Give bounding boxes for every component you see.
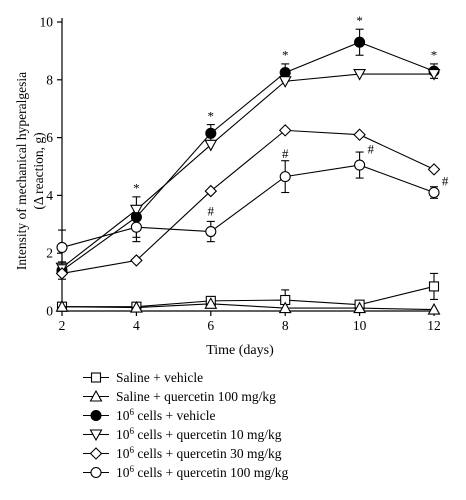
series-layer [55,28,441,315]
legend-label: 106 cells + quercetin 10 mg/kg [116,426,282,443]
data-point [205,225,217,238]
series-2 [56,28,440,280]
data-point [130,221,142,233]
x-tick-label: 10 [353,318,367,333]
data-point [278,76,292,88]
legend-marker [89,389,103,402]
legend-symbol [83,429,109,442]
y-tick-label: 6 [46,130,53,145]
legend-symbol [83,466,109,479]
significance-marker: # [282,146,289,161]
data-point [279,67,291,79]
significance-marker: * [133,181,140,196]
data-point [427,68,441,81]
data-point [55,300,69,312]
series-line [61,129,435,274]
data-point [55,267,69,280]
series-5 [56,151,440,266]
data-point [427,163,441,176]
significance-marker: * [208,108,215,123]
x-tick-label: 6 [207,318,214,333]
significance-marker: * [431,48,438,63]
significance-marker: # [442,173,449,188]
data-point [56,241,68,253]
significance-marker: # [208,204,215,219]
legend-marker [90,466,102,479]
legend-symbol [83,372,109,383]
series-3 [55,68,441,275]
data-point [204,139,218,152]
data-point [130,254,143,267]
series-line [61,41,435,271]
data-point [428,281,440,292]
data-point [129,204,143,217]
legend-symbol [83,389,109,402]
legend-symbol [83,409,109,422]
significance-marker: * [356,13,363,28]
data-point [278,124,292,137]
legend-label: Saline + quercetin 100 mg/kg [116,389,276,404]
y-tick-label: 8 [46,72,53,87]
data-point [428,186,440,199]
legend-label: Saline + vehicle [116,370,204,385]
data-point [353,301,367,314]
data-point [204,184,218,198]
y-tick-label: 2 [46,246,53,261]
data-point [353,68,367,81]
x-tick-label: 12 [427,318,441,333]
data-point [204,297,218,309]
series-4 [55,124,441,280]
data-point [353,128,366,141]
x-tick-label: 4 [133,318,140,333]
series-line [61,164,435,248]
annotations: * * * * * # # # # [133,13,449,219]
significance-marker: * [282,48,289,63]
data-point [278,301,292,314]
legend-label: 106 cells + quercetin 100 mg/kg [116,464,289,481]
data-point [427,302,441,315]
data-point [279,171,291,183]
legend-label: 106 cells + vehicle [116,407,216,424]
x-axis-label: Time (days) [206,343,274,358]
x-tick-label: 8 [282,318,289,333]
legend-marker [90,409,102,422]
y-tick-label: 0 [46,304,53,319]
data-point [354,159,366,171]
significance-marker: # [368,141,375,156]
data-point [354,36,366,48]
data-point [129,300,143,313]
legend-label: 106 cells + quercetin 30 mg/kg [116,445,282,462]
y-tick-label: 4 [46,188,53,203]
series-line [62,285,435,308]
y-axis-label-line1: Intensity of mechanical hyperalgesia [14,72,29,270]
x-tick-label: 2 [59,318,66,333]
legend-symbol [83,447,109,460]
y-tick-label: 10 [40,15,54,30]
legend-marker [89,429,103,442]
series-line [61,73,434,269]
data-point [205,127,217,139]
series-1 [55,297,441,315]
y-axis-label-line2: (Δ reaction, g) [31,132,46,209]
legend-marker [90,372,102,383]
series-line [61,303,435,311]
legend-marker [89,447,103,460]
